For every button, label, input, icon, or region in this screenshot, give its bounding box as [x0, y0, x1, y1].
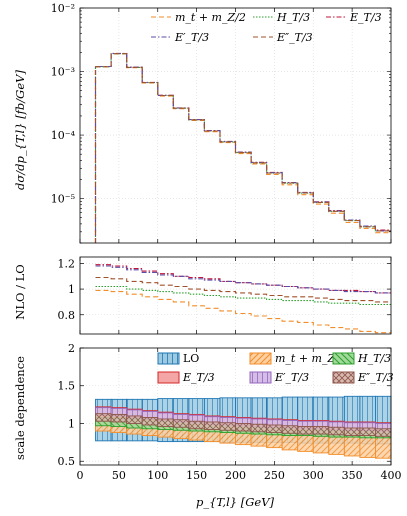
legend-swatch-5 — [332, 371, 355, 384]
x-tick-label: 50 — [112, 469, 126, 482]
ratio-plot-frame — [79, 256, 392, 335]
ratio-y-axis-label: NLO / LO — [13, 264, 27, 319]
y-tick-label: 1.5 — [58, 380, 76, 393]
ratio-line-0 — [95, 289, 391, 334]
legend-label-0: LO — [183, 352, 199, 365]
x-tick-label: 400 — [381, 469, 402, 482]
y-tick-label: 2 — [68, 342, 75, 355]
y-tick-label: 1 — [68, 417, 75, 430]
band-5 — [95, 413, 392, 437]
main-plot-frame — [79, 7, 392, 244]
band-bin — [110, 413, 128, 423]
band-4 — [95, 407, 392, 432]
band-bin — [297, 426, 314, 435]
x-tick-label: 350 — [342, 469, 363, 482]
legend-label-1: m_t + m_Z/2 — [275, 352, 346, 365]
scale-legend: LO m_t + m_Z/2 H_T/3 E_T/3 E′_T/3 E″_T/3 — [157, 352, 394, 384]
y-tick-label: 1.2 — [58, 257, 76, 270]
legend-swatch-1 — [249, 352, 272, 365]
y-tick-label: 0.5 — [58, 455, 76, 468]
legend-label-3: E_T/3 — [182, 371, 215, 384]
y-tick-label: 10⁻⁴ — [51, 129, 76, 142]
band-bin — [328, 426, 345, 436]
band-bin — [312, 426, 330, 435]
scale-y-axis-label: scale dependence — [13, 356, 27, 460]
x-tick-label: 150 — [186, 469, 207, 482]
x-tick-label: 300 — [303, 469, 324, 482]
x-tick-label: 0 — [77, 469, 84, 482]
band-bin — [281, 425, 299, 434]
band-bin — [235, 423, 252, 432]
legend-swatch-4 — [249, 371, 272, 384]
band-bin — [157, 418, 174, 427]
series-line-3 — [94, 52, 391, 243]
legend-label-3: E′_T/3 — [174, 31, 209, 44]
x-axis-label: p_{T,l} [GeV] — [196, 495, 274, 509]
legend-swatch-0 — [157, 352, 180, 365]
legend-swatch-2 — [332, 352, 355, 365]
band-bin — [343, 427, 361, 437]
x-tick-label: 250 — [264, 469, 285, 482]
legend-label-4: E″_T/3 — [276, 31, 313, 44]
band-bin — [359, 427, 376, 437]
legend-label-0: m_t + m_Z/2 — [175, 11, 246, 24]
y-tick-label: 0.8 — [58, 309, 76, 322]
x-tick-label: 200 — [225, 469, 246, 482]
series-line-4 — [94, 53, 391, 243]
band-bin — [250, 423, 268, 433]
main-panel: 10⁻² 10⁻³ 10⁻⁴ 10⁻⁵ m_t + m_Z/2 H_T/3 E_T/3 E′_… — [51, 2, 392, 244]
ratio-panel: 1.2 1 0.8 — [58, 256, 392, 335]
legend-label-2: H_T/3 — [357, 352, 391, 365]
series-line-1 — [94, 53, 391, 243]
band-bin — [203, 421, 221, 430]
main-y-axis-label: dσ/dp_{T,l} [fb/GeV] — [13, 70, 27, 190]
band-bin — [126, 415, 143, 424]
main-legend: m_t + m_Z/2 H_T/3 E_T/3 E′_T/3 E″_T/3 — [151, 11, 382, 44]
ratio-line-2 — [95, 264, 391, 294]
legend-label-4: E′_T/3 — [274, 371, 309, 384]
band-bin — [95, 413, 112, 422]
y-tick-label: 1 — [68, 283, 75, 296]
y-tick-label: 10⁻² — [51, 2, 75, 15]
legend-label-1: H_T/3 — [276, 11, 310, 24]
series-line-0 — [94, 53, 391, 243]
band-bin — [219, 422, 236, 431]
scale-plot-frame — [79, 347, 392, 466]
legend-label-2: E_T/3 — [349, 11, 382, 24]
ratio-line-3 — [95, 265, 391, 294]
y-tick-label: 10⁻³ — [51, 66, 75, 79]
band-bin — [141, 416, 159, 426]
band-bin — [266, 424, 283, 433]
ratio-line-4 — [95, 276, 391, 303]
series-line-2 — [94, 52, 391, 243]
legend-swatch-3 — [157, 371, 180, 384]
band-bin — [188, 420, 205, 430]
band-bin — [172, 419, 190, 428]
ratio-line-1 — [95, 285, 391, 306]
x-tick-label: 100 — [147, 469, 168, 482]
band-bin — [375, 428, 392, 437]
scale-panel: 2 1.5 1 0.50 50 100 150 200 250 300 350 400 LO m_t + … — [58, 342, 402, 482]
y-tick-label: 10⁻⁵ — [51, 193, 75, 206]
legend-label-5: E″_T/3 — [357, 371, 394, 384]
